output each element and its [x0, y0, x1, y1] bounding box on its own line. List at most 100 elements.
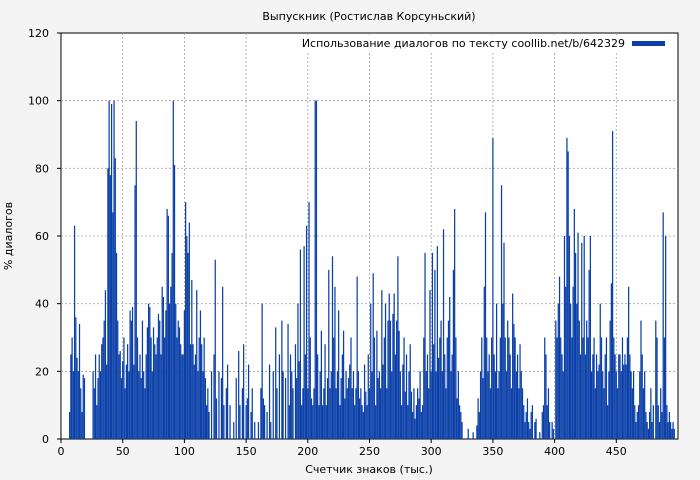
bar [534, 422, 536, 439]
bar [493, 354, 495, 439]
bar [605, 337, 608, 439]
bar [266, 411, 268, 439]
bar [632, 371, 635, 439]
bar [314, 100, 316, 440]
bar [556, 337, 558, 439]
bar [607, 405, 609, 439]
bar [360, 388, 362, 439]
bar [457, 371, 459, 439]
bar [600, 337, 603, 439]
bar [479, 371, 482, 439]
bar [101, 344, 103, 439]
bar [509, 354, 511, 439]
bar [325, 405, 327, 439]
bar [131, 307, 134, 439]
bar [477, 398, 479, 439]
bar [583, 236, 585, 439]
bar [251, 388, 253, 439]
bar [138, 371, 140, 439]
bar [661, 411, 663, 439]
bar [539, 432, 541, 439]
bar [497, 388, 499, 439]
bar [319, 371, 321, 439]
bar [323, 388, 325, 439]
bar [579, 354, 582, 439]
bar [310, 398, 313, 439]
bar [645, 411, 647, 439]
bar [582, 337, 584, 439]
bar [551, 422, 553, 439]
bar [299, 249, 302, 439]
bar [298, 361, 300, 439]
bar [208, 411, 210, 439]
bar [155, 354, 157, 439]
bar [193, 364, 195, 439]
bar [288, 405, 290, 439]
bar [620, 371, 622, 439]
bar [282, 371, 284, 439]
bar [304, 354, 306, 439]
bar [368, 388, 371, 439]
bar [663, 337, 666, 439]
bar [107, 168, 109, 440]
bar [444, 354, 446, 439]
bar [669, 422, 672, 439]
bar [541, 411, 543, 439]
bar [456, 398, 458, 439]
bar [544, 337, 546, 439]
y-tick-label: 0 [42, 433, 49, 446]
bar [512, 293, 514, 439]
bar [223, 405, 225, 439]
bar [334, 286, 336, 439]
grid-lines [61, 33, 678, 439]
bar [379, 388, 382, 439]
bar [367, 354, 369, 439]
bar [412, 411, 414, 439]
bar [488, 354, 490, 439]
bar [262, 398, 264, 439]
bar [69, 411, 71, 439]
bar [357, 371, 360, 439]
bar [287, 323, 289, 439]
bar [625, 364, 627, 439]
bar [418, 398, 420, 439]
bar [229, 405, 231, 439]
bar [552, 428, 554, 439]
bar [666, 405, 668, 439]
bar [201, 344, 203, 439]
bar [421, 405, 424, 439]
bar [436, 246, 438, 439]
bar [435, 371, 437, 439]
bar [312, 405, 314, 439]
bar [423, 337, 425, 439]
bar [339, 405, 341, 439]
bar [558, 276, 561, 439]
bar [210, 371, 213, 439]
bar [393, 293, 395, 439]
bar [452, 269, 455, 439]
bar [294, 344, 297, 439]
bar [177, 320, 179, 439]
bar [387, 320, 389, 439]
bar [610, 283, 612, 439]
bar [563, 236, 566, 439]
bar [92, 371, 94, 439]
bar [136, 337, 139, 439]
bar [592, 354, 594, 439]
bar [302, 388, 304, 439]
bar [609, 320, 611, 439]
bar [649, 411, 651, 439]
bar [637, 405, 640, 439]
bar [108, 100, 110, 440]
bar [392, 313, 394, 439]
bar [218, 371, 220, 439]
bar [396, 320, 398, 439]
bar [447, 320, 450, 439]
bar [226, 364, 229, 439]
bar [344, 398, 346, 439]
bar [189, 344, 192, 439]
bar [96, 405, 98, 439]
bar [397, 256, 399, 439]
bar [103, 320, 105, 439]
bar [502, 303, 504, 439]
